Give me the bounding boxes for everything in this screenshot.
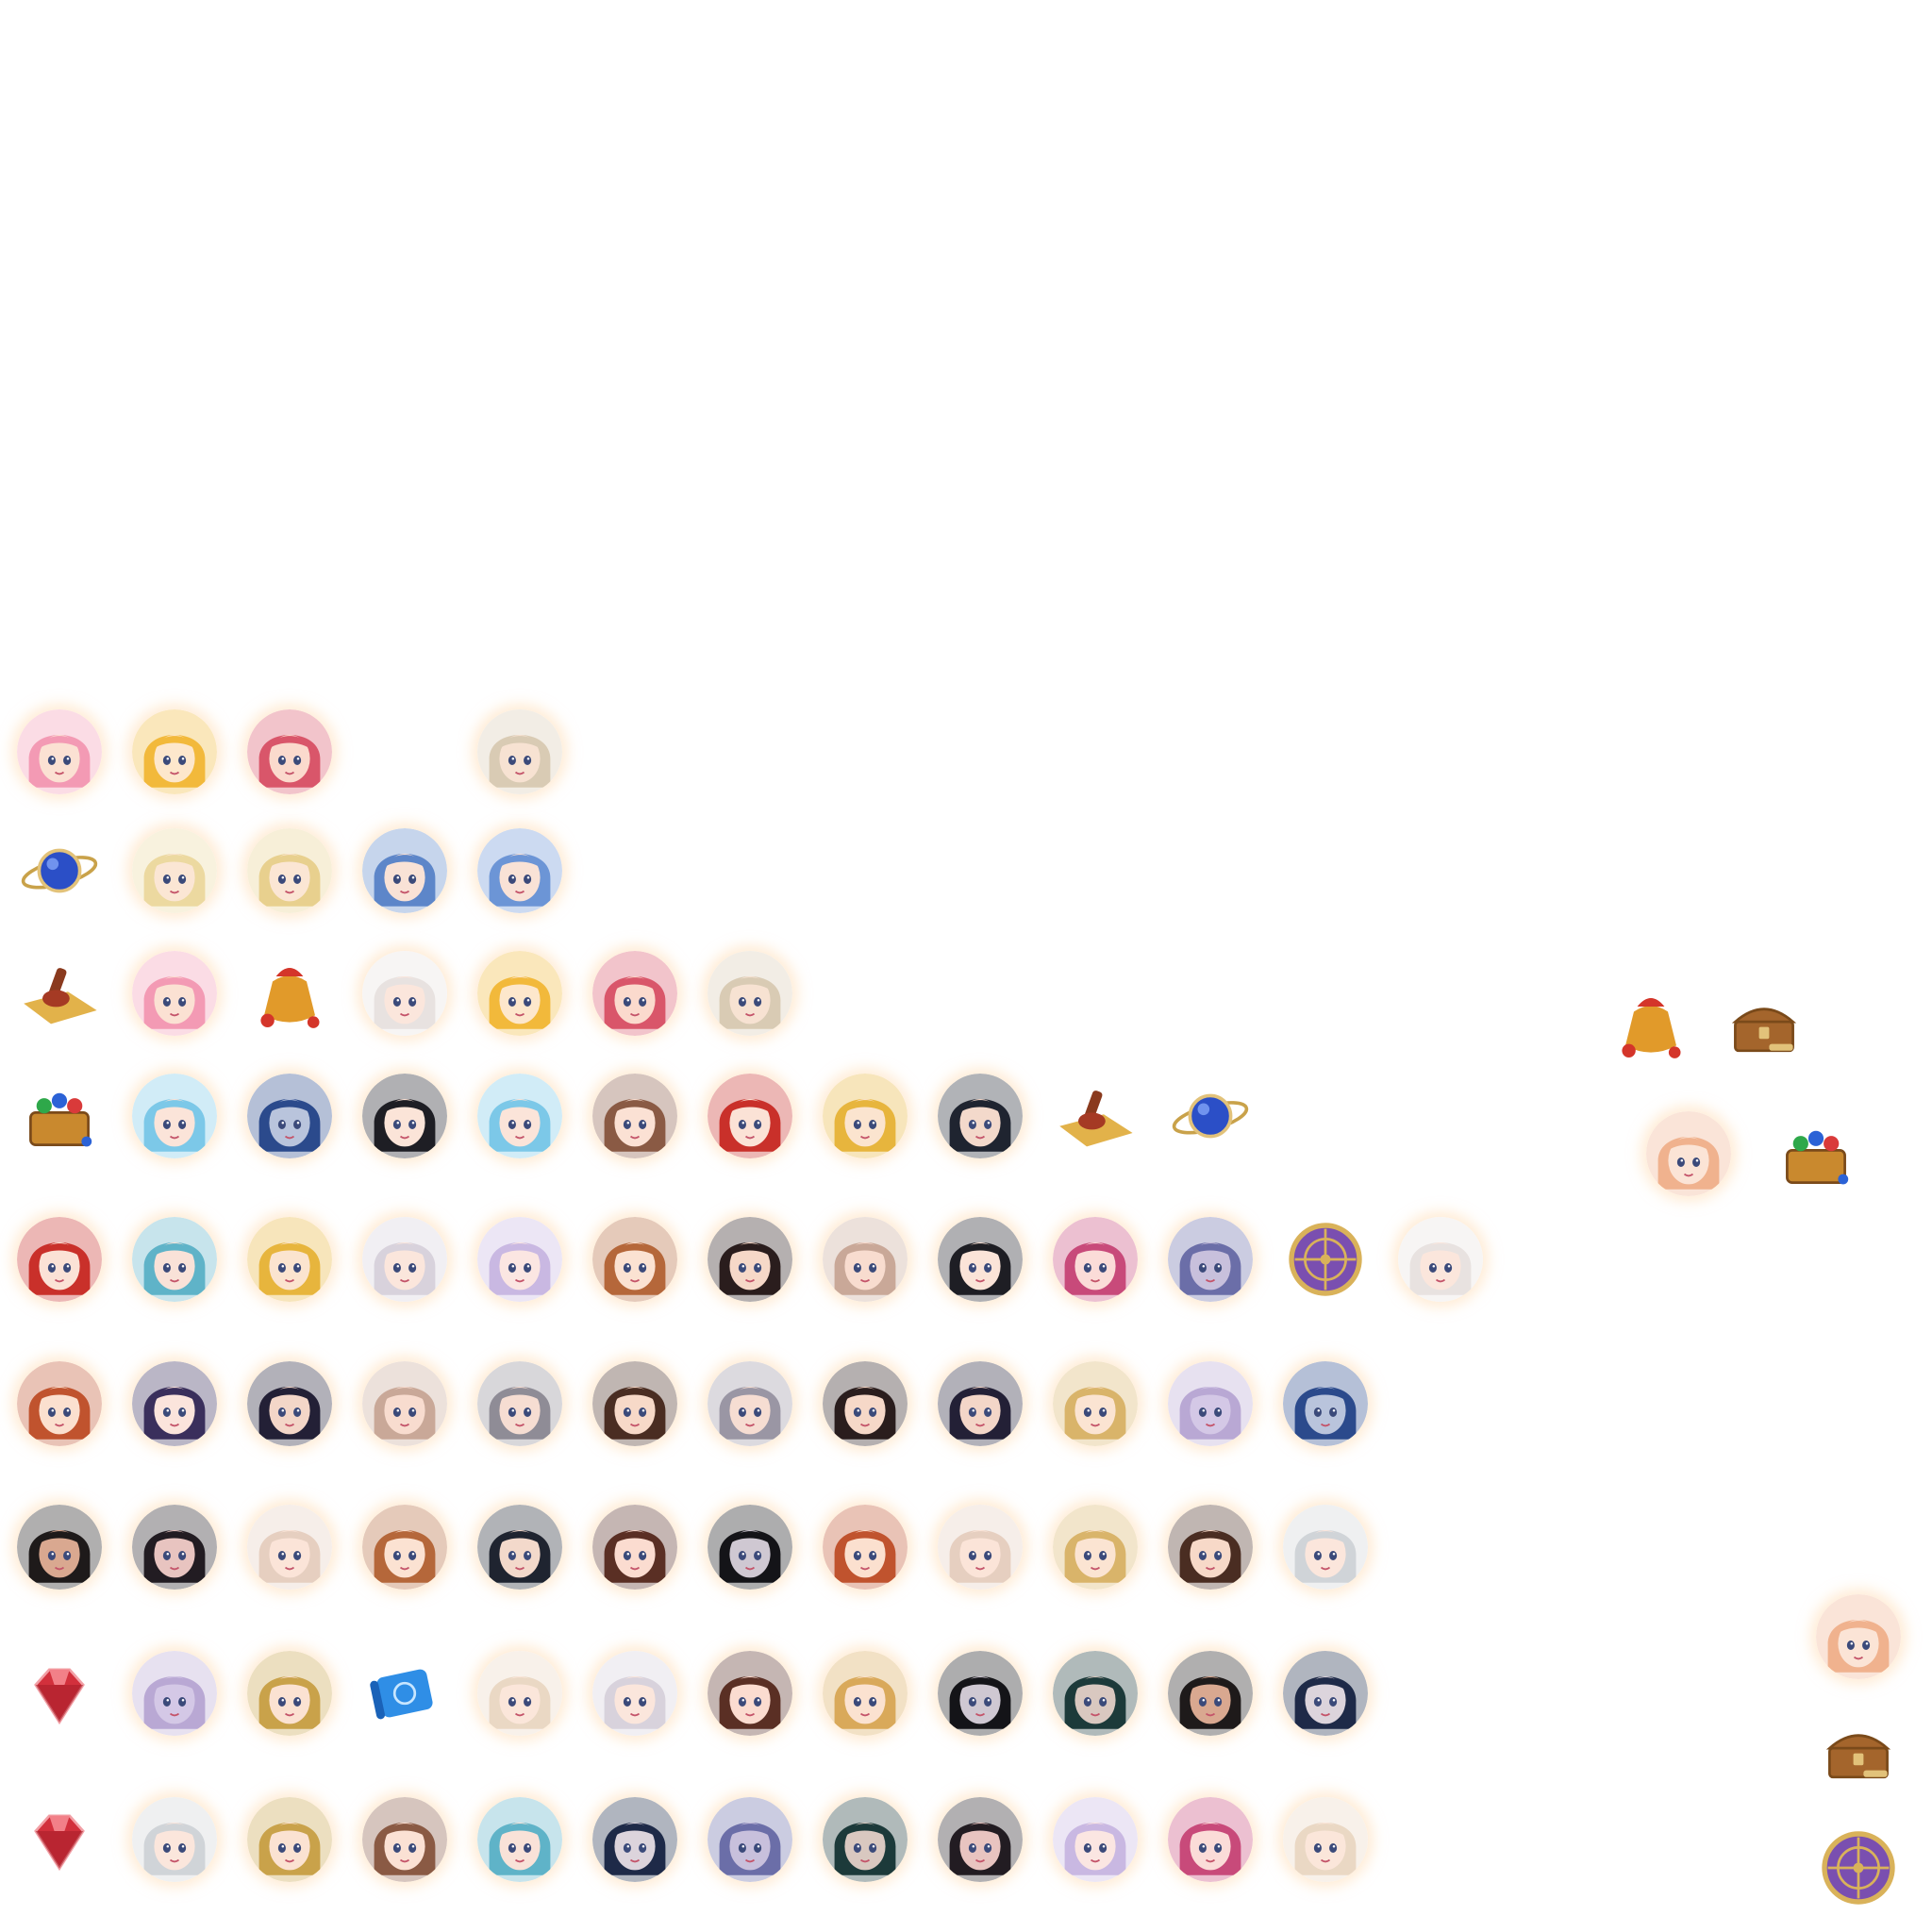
gem-chest-icon (17, 1074, 102, 1158)
portrait-horned-icon (477, 1361, 562, 1446)
portrait-blue-hair-icon (362, 828, 447, 913)
portrait-black-hair-icon (938, 1217, 1023, 1302)
portrait-blonde-hair-icon (132, 709, 217, 794)
portrait-rose-hair-icon (247, 709, 332, 794)
portrait-blue-hair-icon (477, 828, 562, 913)
treasure-chest-icon (1722, 981, 1807, 1066)
portrait-cyan-hair-icon (477, 1074, 562, 1158)
portrait-lilac-hair-icon (1053, 1797, 1138, 1882)
portrait-auburn-hair-icon (592, 1217, 677, 1302)
portrait-dark-hair-icon (938, 1361, 1023, 1446)
orb-ring-icon (1168, 1074, 1253, 1158)
portrait-dark-blue-hair-icon (247, 1074, 332, 1158)
portrait-gold-hair-icon (1053, 1361, 1138, 1446)
portrait-gold-hair-icon (823, 1651, 908, 1736)
portrait-white-hair-icon (362, 951, 447, 1036)
portrait-black-crown-icon (938, 1797, 1023, 1882)
purple-shield-icon (1283, 1217, 1368, 1302)
portrait-horned-icon (708, 1361, 792, 1446)
gavel-scroll-icon (17, 951, 102, 1036)
portrait-teal-dark-icon (823, 1797, 908, 1882)
portrait-silver-hair-icon (362, 1217, 447, 1302)
portrait-platinum-hair-icon (247, 1505, 332, 1590)
ruby-gem-icon (17, 1651, 102, 1736)
portrait-dark-blue-hair-icon (592, 1797, 677, 1882)
portrait-lilac-hair-icon (1168, 1361, 1253, 1446)
portrait-pink-hair-icon (17, 709, 102, 794)
portrait-lilac-hair-icon (132, 1651, 217, 1736)
portrait-silver-crown-icon (708, 951, 792, 1036)
portrait-horned-icon (708, 1797, 792, 1882)
portrait-lilac-hair-icon (477, 1217, 562, 1302)
portrait-flower-hair-icon (132, 1361, 217, 1446)
portrait-dark-blue-hair-icon (1283, 1361, 1368, 1446)
portrait-dark-blue-hair-icon (1283, 1651, 1368, 1736)
portrait-red-hair-icon (17, 1217, 102, 1302)
portrait-platinum-hair-icon (477, 1651, 562, 1736)
portrait-gold-hair-icon (247, 1797, 332, 1882)
portrait-silver-crown-icon (477, 709, 562, 794)
portrait-red-hair-icon (708, 1074, 792, 1158)
portrait-white-hair-icon (1398, 1217, 1483, 1302)
portrait-pale-blonde-icon (132, 828, 217, 913)
portrait-captain-hat-icon (938, 1074, 1023, 1158)
portrait-platinum-hair-icon (938, 1505, 1023, 1590)
gold-bag-icon (247, 951, 332, 1036)
portrait-black-hair-icon (362, 1074, 447, 1158)
portrait-black-hair-icon (708, 1217, 792, 1302)
portrait-black-hair-icon (938, 1651, 1023, 1736)
portrait-strawberry-blonde-icon (1646, 1111, 1731, 1196)
portrait-auburn-hair-icon (17, 1361, 102, 1446)
gavel-scroll-icon (1053, 1074, 1138, 1158)
portrait-brown-hair-icon (592, 1361, 677, 1446)
portrait-horned-icon (1168, 1217, 1253, 1302)
portrait-gold-hair-icon (247, 1217, 332, 1302)
purple-shield-icon (1816, 1825, 1901, 1910)
portrait-cyan-hair-icon (132, 1074, 217, 1158)
portrait-black-hair-icon (823, 1361, 908, 1446)
portrait-teal-hair-icon (132, 1217, 217, 1302)
portrait-black-crown-icon (132, 1505, 217, 1590)
portrait-magenta-hair-icon (1053, 1217, 1138, 1302)
ruby-gem-icon (17, 1797, 102, 1882)
portrait-strawberry-blonde-icon (1816, 1594, 1901, 1679)
portrait-black-hair-icon (708, 1505, 792, 1590)
portrait-brown-hair-icon (592, 1074, 677, 1158)
treasure-chest-icon (1816, 1707, 1901, 1792)
gem-chest-icon (1774, 1111, 1858, 1196)
portrait-auburn-hair-icon (362, 1505, 447, 1590)
portrait-gold-hair-icon (247, 1651, 332, 1736)
portrait-magenta-hair-icon (1168, 1797, 1253, 1882)
portrait-silver-hair-icon (1283, 1505, 1368, 1590)
portrait-captain-hat-icon (477, 1505, 562, 1590)
portrait-gold-hair-icon (1053, 1505, 1138, 1590)
portrait-brown-hair-icon (592, 1505, 677, 1590)
portrait-pink-hair-icon (132, 951, 217, 1036)
portrait-teal-dark-icon (1053, 1651, 1138, 1736)
portrait-blonde-hair-icon (477, 951, 562, 1036)
portrait-black-crown-icon (17, 1505, 102, 1590)
portrait-silver-hair-icon (132, 1797, 217, 1882)
portrait-ash-hair-icon (823, 1217, 908, 1302)
portrait-rose-hair-icon (592, 951, 677, 1036)
portrait-brown-hair-icon (1168, 1505, 1253, 1590)
portrait-platinum-hair-icon (1283, 1797, 1368, 1882)
portrait-black-crown-icon (1168, 1651, 1253, 1736)
orb-ring-icon (17, 828, 102, 913)
portrait-auburn-hair-icon (823, 1505, 908, 1590)
portrait-brown-hair-icon (708, 1651, 792, 1736)
portrait-silver-hair-icon (592, 1651, 677, 1736)
portrait-teal-hair-icon (477, 1797, 562, 1882)
blue-scroll-icon (362, 1651, 447, 1736)
portrait-gold-hair-icon (823, 1074, 908, 1158)
gold-bag-icon (1608, 981, 1693, 1066)
portrait-brown-hair-icon (362, 1797, 447, 1882)
portrait-pale-blonde-icon (247, 828, 332, 913)
portrait-ash-hair-icon (362, 1361, 447, 1446)
portrait-dark-hair-icon (247, 1361, 332, 1446)
